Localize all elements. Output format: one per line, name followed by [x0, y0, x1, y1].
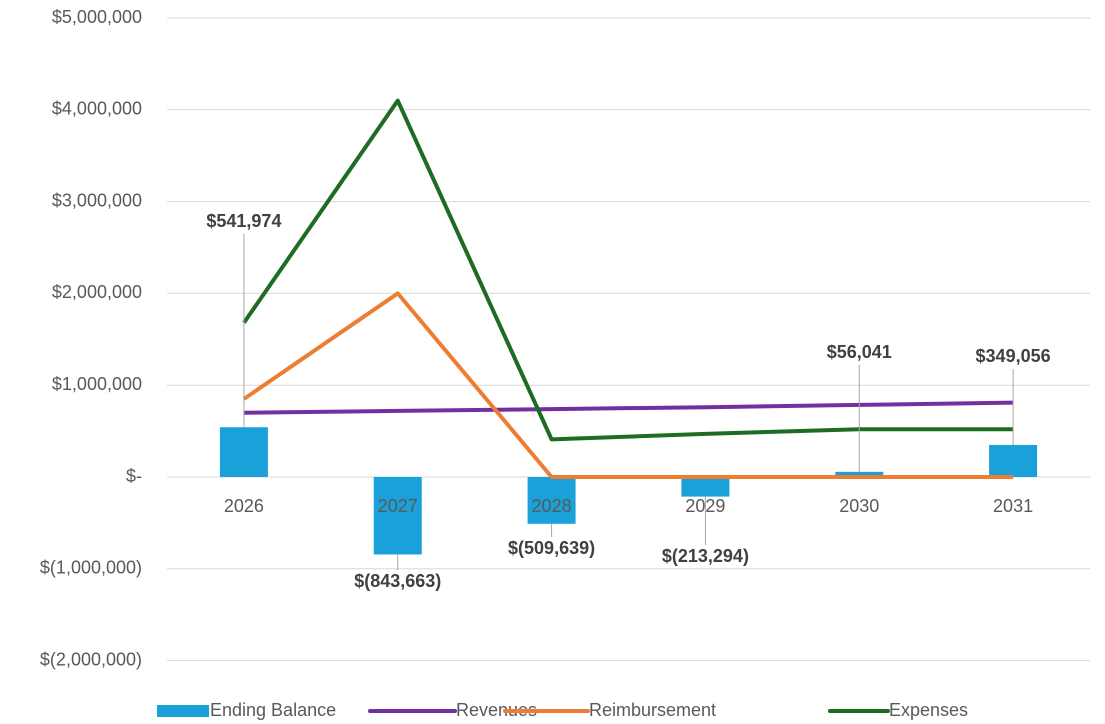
value-label: $(213,294): [662, 546, 749, 566]
y-tick-label: $1,000,000: [52, 374, 142, 394]
x-tick-label: 2030: [839, 496, 879, 516]
bar: [219, 427, 268, 477]
legend-label: Reimbursement: [589, 700, 716, 720]
bar: [681, 477, 730, 497]
legend-label: Ending Balance: [210, 700, 336, 720]
x-tick-label: 2029: [685, 496, 725, 516]
y-tick-label: $(2,000,000): [40, 649, 142, 669]
legend-label: Expenses: [889, 700, 968, 720]
bar: [527, 477, 576, 524]
y-tick-label: $5,000,000: [52, 7, 142, 27]
x-tick-label: 2031: [993, 496, 1033, 516]
value-label: $541,974: [206, 211, 281, 231]
y-tick-label: $2,000,000: [52, 282, 142, 302]
x-tick-label: 2026: [224, 496, 264, 516]
value-label: $349,056: [976, 346, 1051, 366]
value-label: $56,041: [827, 342, 892, 362]
x-tick-label: 2028: [532, 496, 572, 516]
y-tick-label: $-: [126, 466, 142, 486]
bar: [989, 444, 1038, 477]
value-label: $(843,663): [354, 571, 441, 591]
y-tick-label: $4,000,000: [52, 99, 142, 119]
line-series: [242, 291, 1014, 479]
legend-label: Revenues: [456, 700, 537, 720]
value-label: $(509,639): [508, 538, 595, 558]
line-series: [242, 98, 1014, 442]
line-series: [243, 400, 1014, 415]
x-tick-label: 2027: [378, 496, 418, 516]
legend-swatch: [157, 705, 209, 717]
y-tick-label: $3,000,000: [52, 190, 142, 210]
bar: [373, 477, 422, 555]
y-tick-label: $(1,000,000): [40, 558, 142, 578]
bar: [835, 471, 884, 477]
